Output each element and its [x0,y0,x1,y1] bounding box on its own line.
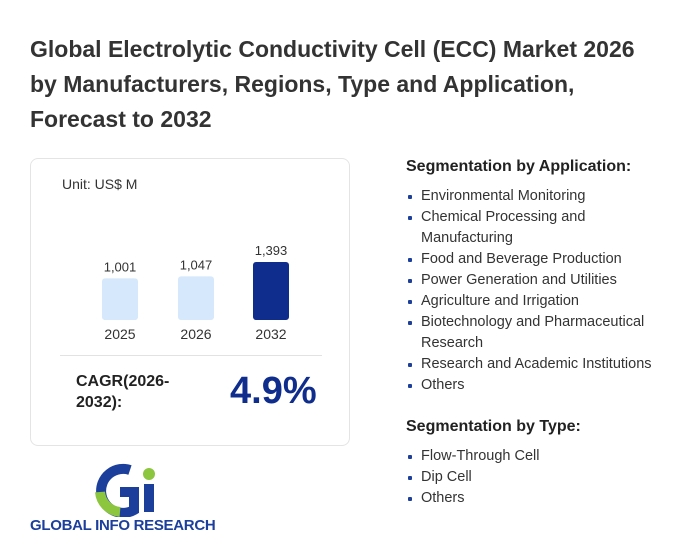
segment-item: Dip Cell [406,467,659,488]
bar [102,278,138,320]
cagr-label: CAGR(2026-2032): [76,373,170,411]
segment-item: Research and Academic Institutions [406,354,659,375]
category-label: 2025 [104,326,135,342]
segment-heading: Segmentation by Application: [406,158,632,175]
title: Global Electrolytic Conductivity Cell (E… [30,36,635,132]
logo-dot [143,468,155,480]
value-label: 1,047 [180,257,213,272]
bar [178,276,214,320]
segment-item: Food and Beverage Production [406,249,659,270]
logo-i [144,484,154,512]
segment-list: Environmental Monitoring Chemical Process… [406,186,666,396]
logo-text: GLOBAL INFO RESEARCH [30,517,216,534]
divider [60,355,322,356]
logo-g-accent [95,491,121,517]
segment-list: Flow-Through Cell Dip Cell Others [406,446,666,509]
segmentation: Segmentation by Application: Environmenta… [406,158,666,531]
segment-item: Agriculture and Irrigation [406,291,659,312]
unit-label: Unit: US$ M [62,176,138,192]
category-label: 2026 [180,326,211,342]
value-label: 1,001 [104,259,137,274]
segment-item: Others [406,488,659,509]
segment-item: Chemical Processing and Manufacturing [406,207,659,249]
segment-item: Biotechnology and Pharmaceutical Researc… [406,312,659,354]
segment-heading: Segmentation by Type: [406,418,581,435]
segment-group: Segmentation by Type: Flow-Through Cell Di… [406,418,666,509]
segment-group: Segmentation by Application: Environmenta… [406,158,666,396]
bar [253,262,289,320]
value-label: 1,393 [255,243,288,258]
segment-item: Others [406,375,659,396]
category-label: 2032 [255,326,286,342]
segment-item: Environmental Monitoring [406,186,659,207]
cagr-value: 4.9% [230,370,317,412]
segment-item: Power Generation and Utilities [406,270,659,291]
logo-icon [95,463,155,517]
chart: 1,001 2025 1,047 2026 1,393 2032 [102,243,289,342]
card [30,158,350,446]
segment-item: Flow-Through Cell [406,446,659,467]
